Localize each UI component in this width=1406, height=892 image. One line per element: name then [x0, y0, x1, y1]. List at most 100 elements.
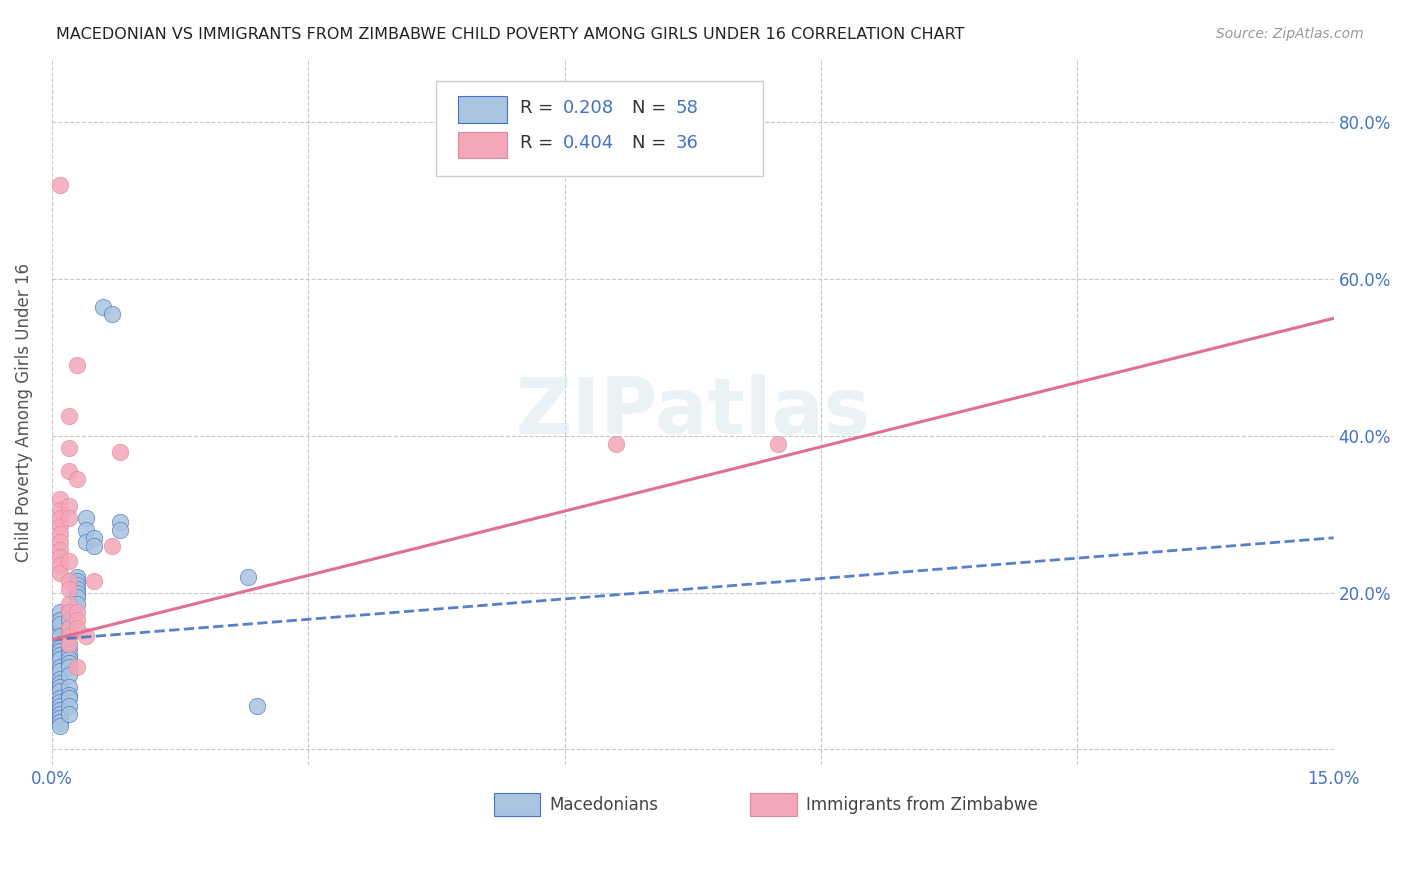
- Text: R =: R =: [520, 99, 558, 117]
- Point: [58, 582, 80, 596]
- Point: [58, 656, 80, 670]
- Point: [58, 598, 80, 612]
- Point: [58, 660, 80, 674]
- Point: [58, 699, 80, 714]
- Text: 36: 36: [676, 134, 699, 152]
- Text: ZIPatlas: ZIPatlas: [515, 375, 870, 450]
- Point: [49, 699, 72, 714]
- Point: [108, 515, 131, 529]
- Point: [49, 511, 72, 525]
- Point: [58, 652, 80, 666]
- Point: [58, 707, 80, 722]
- Point: [49, 680, 72, 694]
- Point: [49, 178, 72, 192]
- Point: [49, 558, 72, 573]
- Point: [58, 574, 80, 588]
- Point: [49, 703, 72, 717]
- Point: [49, 542, 72, 557]
- Point: [66, 582, 89, 596]
- Point: [49, 637, 72, 651]
- Point: [49, 652, 72, 666]
- Point: [83, 574, 105, 588]
- Point: [58, 441, 80, 455]
- Point: [49, 605, 72, 619]
- Point: [66, 359, 89, 373]
- Point: [58, 648, 80, 663]
- Point: [58, 691, 80, 706]
- Point: [605, 436, 627, 450]
- Point: [108, 444, 131, 458]
- Point: [66, 578, 89, 592]
- FancyBboxPatch shape: [436, 81, 763, 176]
- Point: [49, 672, 72, 686]
- Point: [58, 605, 80, 619]
- Point: [49, 621, 72, 635]
- Point: [49, 613, 72, 627]
- Point: [58, 613, 80, 627]
- Point: [49, 664, 72, 678]
- Point: [49, 648, 72, 663]
- Point: [58, 605, 80, 619]
- Text: Source: ZipAtlas.com: Source: ZipAtlas.com: [1216, 27, 1364, 41]
- Text: Immigrants from Zimbabwe: Immigrants from Zimbabwe: [806, 797, 1038, 814]
- Point: [49, 550, 72, 565]
- Point: [49, 683, 72, 698]
- FancyBboxPatch shape: [458, 96, 506, 123]
- Point: [49, 629, 72, 643]
- Point: [100, 307, 122, 321]
- Point: [58, 554, 80, 568]
- Point: [49, 660, 72, 674]
- Point: [49, 526, 72, 541]
- Point: [100, 539, 122, 553]
- Point: [66, 613, 89, 627]
- Text: R =: R =: [520, 134, 558, 152]
- FancyBboxPatch shape: [494, 793, 540, 816]
- Point: [766, 436, 789, 450]
- Point: [58, 409, 80, 424]
- Point: [75, 523, 97, 537]
- Point: [238, 570, 260, 584]
- Point: [49, 675, 72, 690]
- Point: [49, 714, 72, 729]
- FancyBboxPatch shape: [751, 793, 797, 816]
- Point: [58, 688, 80, 702]
- Point: [49, 566, 72, 580]
- Text: 58: 58: [676, 99, 699, 117]
- Y-axis label: Child Poverty Among Girls Under 16: Child Poverty Among Girls Under 16: [15, 263, 32, 562]
- Point: [66, 585, 89, 599]
- Point: [49, 707, 72, 722]
- Point: [66, 590, 89, 604]
- Point: [49, 491, 72, 506]
- Point: [66, 605, 89, 619]
- Point: [66, 472, 89, 486]
- Text: MACEDONIAN VS IMMIGRANTS FROM ZIMBABWE CHILD POVERTY AMONG GIRLS UNDER 16 CORREL: MACEDONIAN VS IMMIGRANTS FROM ZIMBABWE C…: [56, 27, 965, 42]
- Point: [49, 617, 72, 632]
- Point: [66, 570, 89, 584]
- Point: [58, 629, 80, 643]
- Point: [66, 598, 89, 612]
- Text: N =: N =: [633, 99, 672, 117]
- Point: [91, 300, 114, 314]
- Point: [58, 621, 80, 635]
- Point: [75, 511, 97, 525]
- Point: [49, 534, 72, 549]
- Point: [58, 640, 80, 655]
- Point: [66, 574, 89, 588]
- Point: [58, 668, 80, 682]
- Point: [58, 500, 80, 514]
- Text: 0.404: 0.404: [564, 134, 614, 152]
- Point: [49, 711, 72, 725]
- Point: [58, 464, 80, 478]
- Point: [49, 695, 72, 709]
- Point: [66, 621, 89, 635]
- Point: [58, 629, 80, 643]
- Point: [75, 629, 97, 643]
- Point: [49, 519, 72, 533]
- Point: [246, 699, 269, 714]
- Point: [66, 660, 89, 674]
- Point: [58, 621, 80, 635]
- Point: [49, 719, 72, 733]
- Point: [58, 637, 80, 651]
- FancyBboxPatch shape: [458, 131, 506, 159]
- Point: [83, 539, 105, 553]
